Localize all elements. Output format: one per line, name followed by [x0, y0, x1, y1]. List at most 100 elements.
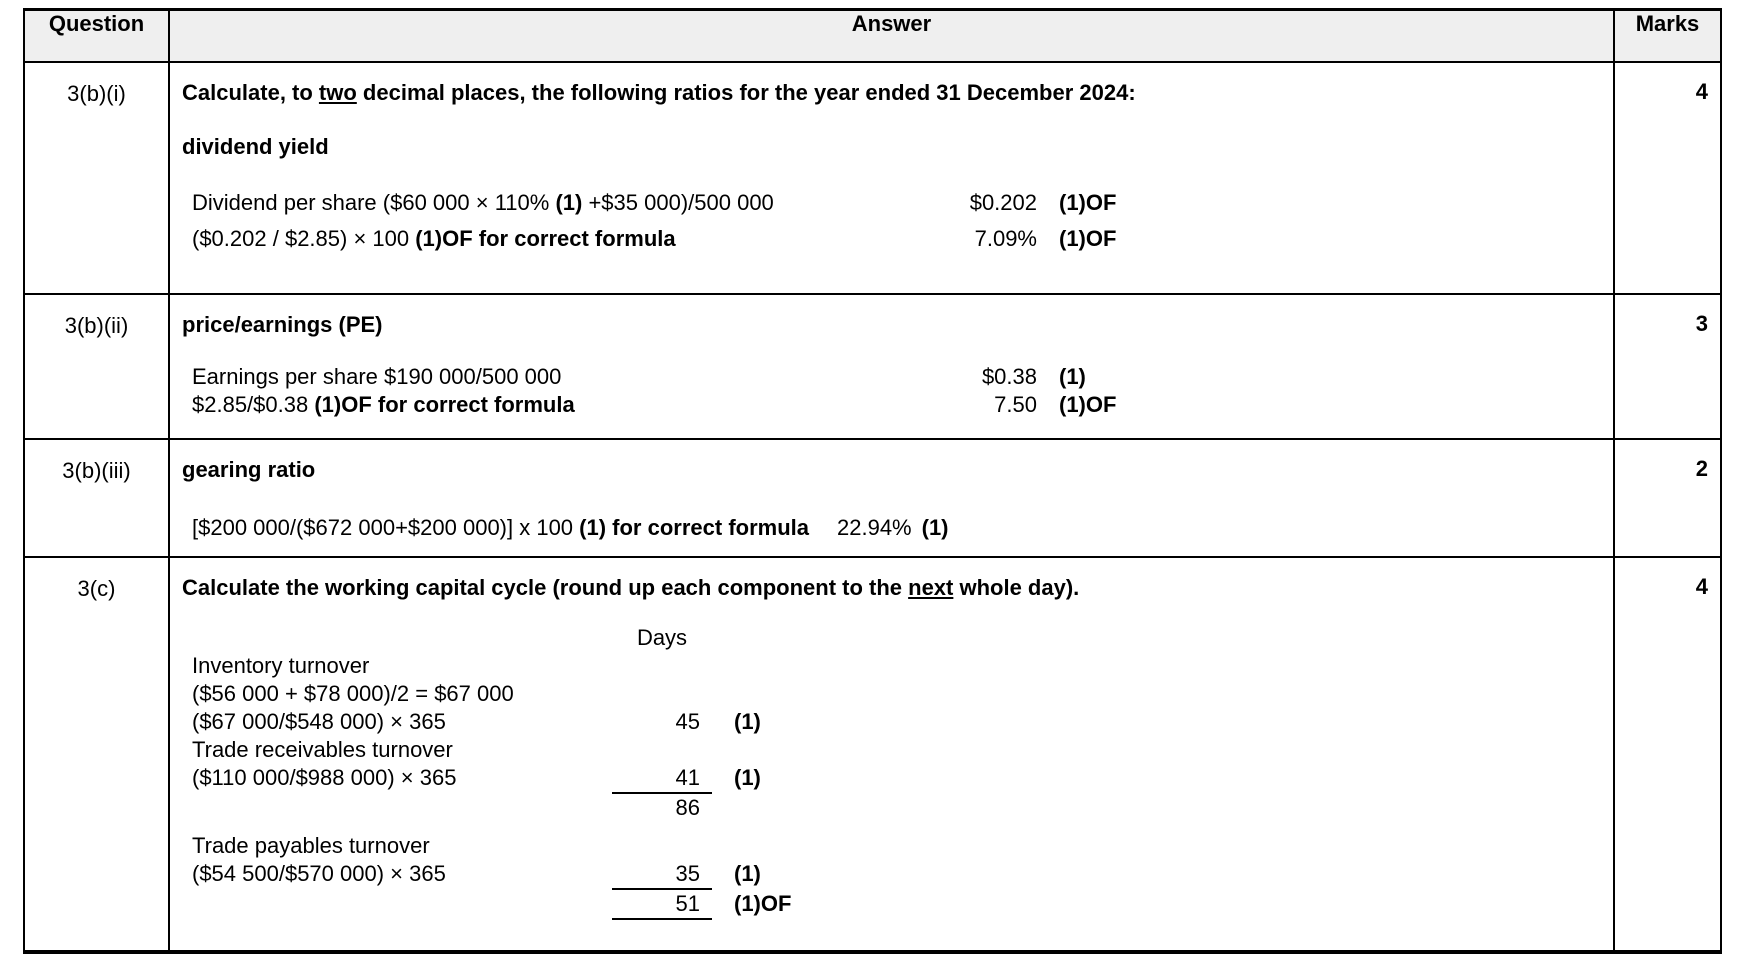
marks-column-header: Marks: [1613, 8, 1722, 63]
mark-scheme-table: Question Answer Marks 3(b)(i) Calculate,…: [23, 8, 1722, 954]
mark-annotation: [734, 652, 1599, 680]
ratio-name: gearing ratio: [182, 457, 316, 482]
question-number: 3(c): [23, 556, 170, 953]
spacer-cell: [734, 624, 1599, 652]
formula-text: Dividend per share ($60 000 × 110% (1) +…: [192, 189, 937, 217]
mark-annotation: (1): [734, 709, 761, 734]
subtotal-line: 86: [192, 794, 1599, 822]
underlined-word: two: [318, 80, 357, 105]
table-row-3biii: 3(b)(iii) gearing ratio [$200 000/($672 …: [23, 438, 1722, 558]
calculation-line: $2.85/$0.38 (1)OF for correct formula 7.…: [192, 391, 1599, 419]
table-row-3bii: 3(b)(ii) price/earnings (PE) Earnings pe…: [23, 293, 1722, 440]
component-label: Trade receivables turnover: [192, 737, 453, 762]
component-label: Inventory turnover: [192, 653, 370, 678]
mark-annotation: (1): [734, 765, 761, 790]
days-value: [612, 736, 712, 764]
text-segment: whole day).: [953, 575, 1080, 600]
ratio-name: price/earnings (PE): [182, 312, 383, 337]
days-header-line: Days: [192, 624, 1599, 652]
calculation-line: Earnings per share $190 000/500 000 $0.3…: [192, 363, 1599, 391]
question-column-header: Question: [23, 8, 170, 63]
result-value: $0.38: [981, 364, 1037, 389]
total-value-underlined: 51: [612, 890, 712, 920]
result-value: 7.50: [994, 392, 1037, 417]
formula-text: ($110 000/$988 000) × 365: [192, 765, 457, 790]
answer-cell: Calculate, to two decimal places, the fo…: [168, 61, 1615, 295]
mark-inline: (1)OF for correct formula: [415, 226, 676, 251]
marks-value: 4: [1613, 61, 1722, 295]
subtotal-value: 86: [675, 795, 700, 820]
text-segment: decimal places, the following ratios for…: [356, 80, 1136, 105]
question-number: 3(b)(ii): [23, 293, 170, 440]
mark-annotation: (1): [1059, 364, 1086, 389]
spacer-cell: [192, 794, 612, 822]
mark-annotation: (1)OF: [1059, 226, 1117, 251]
marks-value: 4: [1613, 556, 1722, 953]
mark-inline: (1)OF for correct formula: [314, 392, 575, 417]
table-row-3bi: 3(b)(i) Calculate, to two decimal places…: [23, 61, 1722, 295]
formula-text: [$200 000/($672 000+$200 000)] x 100: [192, 515, 580, 540]
days-value: 45: [675, 709, 700, 734]
calculation-line: ($56 000 + $78 000)/2 = $67 000: [192, 680, 1599, 708]
mark-scheme-page: Question Answer Marks 3(b)(i) Calculate,…: [23, 8, 1722, 954]
mark-annotation: [734, 736, 1599, 764]
underlined-word: next: [908, 575, 954, 600]
question-number: 3(b)(iii): [23, 438, 170, 558]
calculation-line: Trade payables turnover: [192, 832, 1599, 860]
mark-annotation: (1): [734, 861, 761, 886]
question-number: 3(b)(i): [23, 61, 170, 295]
answer-heading: Calculate, to two decimal places, the fo…: [182, 79, 1599, 107]
text-segment: ($0.202 / $2.85) × 100: [192, 226, 416, 251]
formula-text: ($54 500/$570 000) × 365: [192, 861, 446, 886]
mark-annotation: [734, 832, 1599, 860]
mark-annotation: (1)OF: [1059, 392, 1117, 417]
result-value: $0.202: [969, 190, 1037, 215]
mark-annotation: (1)OF: [1059, 190, 1117, 215]
component-label: Trade payables turnover: [192, 833, 430, 858]
result-value: 7.09%: [974, 226, 1037, 251]
answer-cell: price/earnings (PE) Earnings per share $…: [168, 293, 1615, 440]
answer-cell: Calculate the working capital cycle (rou…: [168, 556, 1615, 953]
formula-text: Earnings per share $190 000/500 000: [192, 364, 562, 389]
text-segment: Dividend per share ($60 000 × 110%: [192, 190, 556, 215]
answer-column-header: Answer: [168, 8, 1615, 63]
formula-text: $2.85/$0.38 (1)OF for correct formula: [192, 391, 937, 419]
text-segment: Calculate the working capital cycle (rou…: [182, 575, 909, 600]
mark-annotation: (1): [921, 515, 949, 540]
calculation-line: ($0.202 / $2.85) × 100 (1)OF for correct…: [192, 225, 1599, 253]
days-value-underlined: 41: [612, 764, 712, 794]
header-row: Question Answer Marks: [23, 8, 1722, 63]
spacer-cell: [192, 624, 612, 652]
mark-inline: (1): [555, 190, 583, 215]
days-value-underlined: 35: [612, 860, 712, 890]
ratio-name: dividend yield: [182, 134, 329, 159]
days-value: [612, 652, 712, 680]
calculation-line: Inventory turnover: [192, 652, 1599, 680]
mark-annotation: (1)OF: [734, 891, 792, 916]
calculation-line: ($110 000/$988 000) × 365 41 (1): [192, 764, 1599, 794]
blank-line: [182, 822, 1599, 832]
calculation-line: Trade receivables turnover: [192, 736, 1599, 764]
text-segment: Calculate, to: [182, 80, 319, 105]
result-value: 22.94%: [837, 515, 912, 540]
marks-value: 2: [1613, 438, 1722, 558]
mark-annotation: [734, 680, 1599, 708]
table-row-3c: 3(c) Calculate the working capital cycle…: [23, 556, 1722, 953]
calculation-line: ($67 000/$548 000) × 365 45 (1): [192, 708, 1599, 736]
text-segment: $2.85/$0.38: [192, 392, 315, 417]
days-column-header: Days: [636, 625, 688, 650]
answer-heading: Calculate the working capital cycle (rou…: [182, 574, 1599, 602]
formula-text: ($56 000 + $78 000)/2 = $67 000: [192, 681, 514, 706]
mark-annotation: [734, 794, 1599, 822]
calculation-line: ($54 500/$570 000) × 365 35 (1): [192, 860, 1599, 890]
formula-text: ($67 000/$548 000) × 365: [192, 709, 446, 734]
days-value: [612, 832, 712, 860]
total-line: 51 (1)OF: [192, 890, 1599, 920]
mark-inline: (1) for correct formula: [579, 515, 809, 540]
spacer-cell: [192, 890, 612, 920]
formula-text: ($0.202 / $2.85) × 100 (1)OF for correct…: [192, 225, 937, 253]
calculation-line: Dividend per share ($60 000 × 110% (1) +…: [192, 189, 1599, 217]
calculation-line: [$200 000/($672 000+$200 000)] x 100 (1)…: [192, 514, 1599, 542]
text-segment: +$35 000)/500 000: [582, 190, 774, 215]
marks-value: 3: [1613, 293, 1722, 440]
